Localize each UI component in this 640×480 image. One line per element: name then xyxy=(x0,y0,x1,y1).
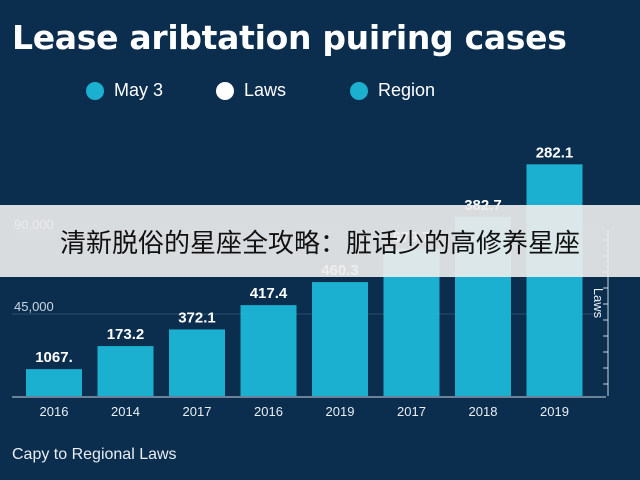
legend-label: Laws xyxy=(244,80,287,100)
legend-swatch-icon xyxy=(86,81,104,100)
bar xyxy=(526,164,583,396)
overlay-text: 清新脱俗的星座全攻略：脏话少的高修养星座 xyxy=(59,228,580,259)
x-tick-label: 2017 xyxy=(397,404,426,419)
data-label: 1067. xyxy=(35,349,73,366)
legend-item-laws: Laws xyxy=(216,80,286,101)
data-label: 417.4 xyxy=(250,285,288,302)
x-tick-label: 2019 xyxy=(326,404,355,419)
bar xyxy=(97,346,154,396)
legend: May 3 Laws Region xyxy=(0,80,640,106)
legend-item-region: Region xyxy=(350,80,435,101)
bar xyxy=(169,329,225,396)
y-tick-label: 45,000 xyxy=(14,299,54,314)
bar xyxy=(312,282,368,396)
x-tick-label: 2016 xyxy=(40,404,69,419)
overlay-banner: 清新脱俗的星座全攻略：脏话少的高修养星座 xyxy=(0,205,640,277)
legend-label: Region xyxy=(378,80,436,100)
x-tick-label: 2019 xyxy=(540,404,569,419)
bar xyxy=(240,305,297,396)
x-tick-label: 2014 xyxy=(111,404,140,419)
legend-item-may-3: May 3 xyxy=(86,80,163,101)
source-note: Capy to Regional Laws xyxy=(12,446,177,463)
chart-title: Lease aribtation puiring cases xyxy=(12,18,567,57)
data-label: 282.1 xyxy=(536,144,574,161)
legend-swatch-icon xyxy=(350,81,368,100)
bar xyxy=(26,369,82,396)
x-tick-label: 2016 xyxy=(254,404,283,419)
x-tick-label: 2018 xyxy=(469,404,498,419)
legend-label: May 3 xyxy=(114,80,164,100)
legend-swatch-icon xyxy=(216,81,234,100)
x-tick-label: 2017 xyxy=(183,404,212,419)
data-label: 372.1 xyxy=(178,309,216,326)
data-label: 173.2 xyxy=(107,326,145,343)
right-axis-label: Laws xyxy=(591,288,606,319)
